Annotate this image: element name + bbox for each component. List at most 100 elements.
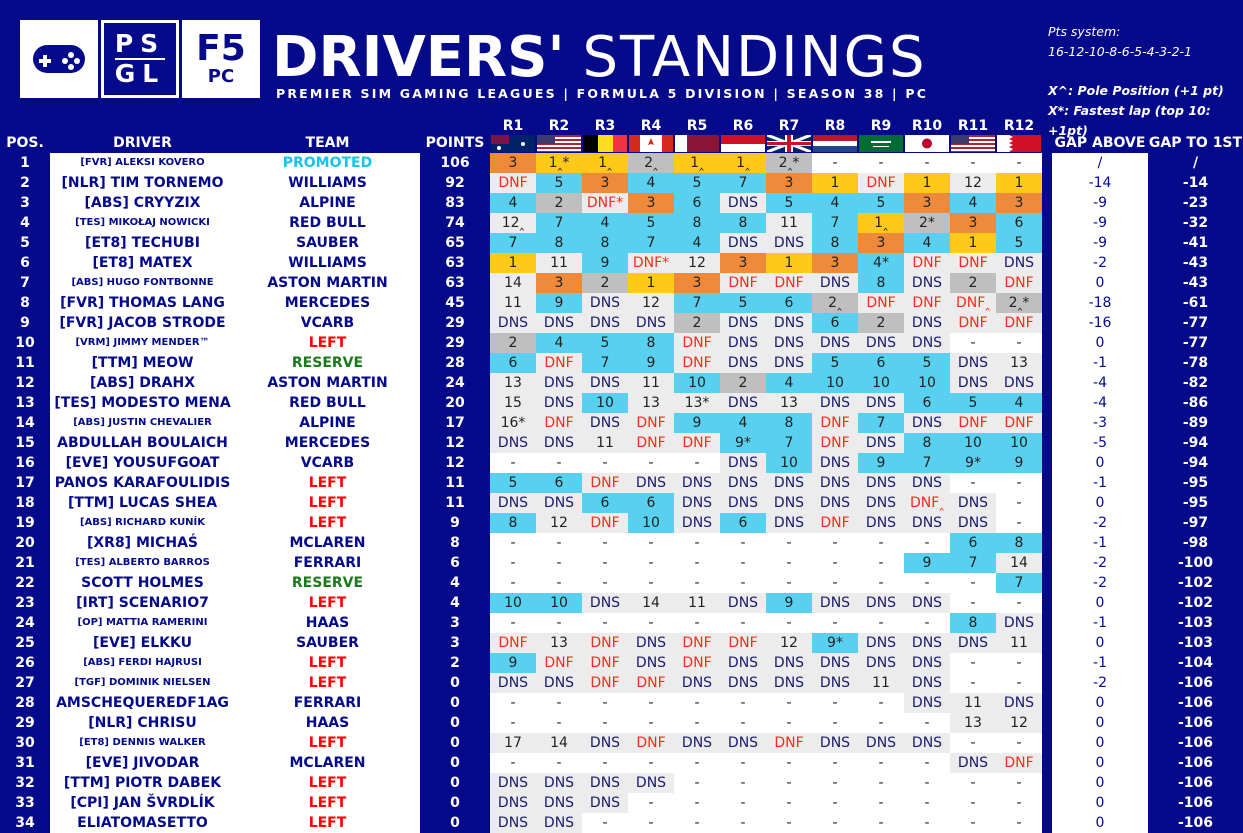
result-cell: - [1016,335,1022,351]
row-points: 11 [445,495,465,511]
header-gap-above: GAP ABOVE [1054,135,1146,151]
result-cell: 1 [628,273,674,293]
points-column-bg [420,153,490,833]
result-cell: - [786,815,792,831]
row-position: 21 [15,555,35,571]
row-gap-above: -2 [1093,515,1107,531]
result-cell: - [556,715,562,731]
row-gap-first: -102 [1177,575,1214,591]
result-cell: 5 [582,333,628,353]
row-driver-name: [ET8] MATEX [92,255,193,271]
page-subtitle: PREMIER SIM GAMING LEAGUES | FORMULA 5 D… [276,86,929,101]
result-cell: - [1016,775,1022,791]
row-gap-first: -100 [1177,555,1214,571]
result-cell: 2* [904,213,950,233]
result-cell: 13 [996,353,1042,373]
result-cell: 15 [490,393,536,413]
row-team: RESERVE [291,355,364,371]
result-cell: DNF [904,293,950,313]
result-cell: 7 [720,173,766,193]
row-points: 4 [450,575,460,591]
row-gap-above: -16 [1088,315,1112,331]
result-cell: DNS [812,653,858,673]
result-cell: - [970,155,976,171]
row-position: 10 [15,335,35,351]
row-team: ASTON MARTIN [267,375,388,391]
row-team: PROMOTED [282,155,373,171]
row-driver-name: [FVR] JACOB STRODE [59,315,226,331]
round-header-5: R5 [686,118,708,134]
result-cell: DNS [766,513,812,533]
row-gap-first: -43 [1182,275,1209,291]
result-cell: 14 [628,593,674,613]
row-team: LEFT [308,495,347,511]
result-cell: DNS [904,333,950,353]
result-cell: 4 [812,193,858,213]
result-cell: DNS [904,273,950,293]
row-team: MERCEDES [284,435,371,451]
row-points: 29 [445,315,465,331]
row-gap-first: -106 [1177,735,1214,751]
row-team: ALPINE [299,195,356,211]
row-driver-name: [EVE] ELKKU [93,635,192,651]
result-cell: 9 [766,593,812,613]
row-gap-above: 0 [1095,715,1105,731]
title-bold: DRIVERS' [272,25,565,90]
result-cell: - [970,675,976,691]
result-cell: - [832,575,838,591]
result-cell: DNS [904,593,950,613]
result-cell: - [786,755,792,771]
result-cell: - [878,795,884,811]
row-gap-above: 0 [1095,595,1105,611]
result-cell: - [510,615,516,631]
result-cell: - [786,775,792,791]
result-cell: - [878,575,884,591]
result-cell: DNS [720,353,766,373]
round-header-9: R9 [870,118,892,134]
result-cell: DNS [904,673,950,693]
row-gap-above: -9 [1093,235,1107,251]
result-cell: DNS [904,513,950,533]
result-cell: DNS [766,673,812,693]
result-cell: 1 [812,173,858,193]
result-cell: DNF [812,513,858,533]
row-position: 26 [15,655,35,671]
result-cell: DNS [858,393,904,413]
row-points: 83 [445,195,465,211]
row-team: LEFT [308,795,347,811]
row-gap-first: -106 [1177,755,1214,771]
result-cell: 9 [490,653,536,673]
result-cell: - [740,535,746,551]
result-cell: 4 [536,333,582,353]
result-cell: 5 [490,473,536,493]
row-position: 27 [15,675,35,691]
row-position: 14 [15,415,35,431]
row-team: LEFT [308,675,347,691]
result-cell: DNF [950,413,996,433]
row-gap-above: -4 [1093,375,1107,391]
result-cell: DNF [674,353,720,373]
row-gap-first: -106 [1177,695,1214,711]
result-cell: - [1016,815,1022,831]
row-gap-first: -23 [1182,195,1209,211]
result-cell: - [832,155,838,171]
header-points: POINTS [425,135,485,151]
row-gap-above: 0 [1095,455,1105,471]
result-cell: DNS [766,473,812,493]
japan-flag-icon [905,135,949,152]
result-cell: DNS [536,393,582,413]
result-cell: 4 [582,213,628,233]
result-cell: 12 [536,513,582,533]
row-position: 11 [15,355,35,371]
row-driver-name: [FVR] ALEKSI KOVERO [80,157,205,168]
result-cell: DNS [812,473,858,493]
result-cell: DNF [582,633,628,653]
result-cell: - [740,795,746,811]
result-cell: DNS [536,313,582,333]
row-position: 16 [15,455,35,471]
result-cell: - [602,455,608,471]
result-cell: - [510,715,516,731]
result-cell: - [648,535,654,551]
usa-flag-icon [951,135,995,152]
result-cell: - [740,755,746,771]
